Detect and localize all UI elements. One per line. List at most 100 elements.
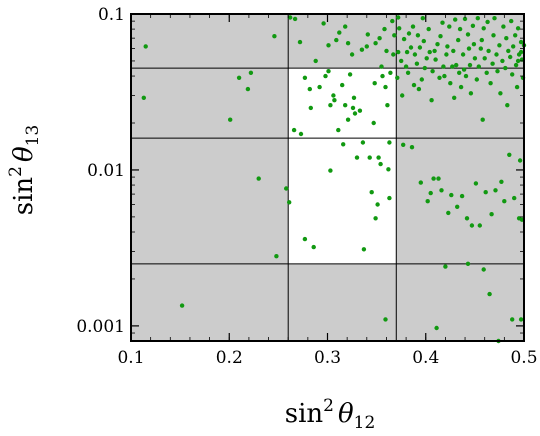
data-point: [431, 176, 436, 181]
data-point: [351, 95, 357, 101]
data-point: [311, 244, 316, 250]
data-point: [467, 62, 473, 68]
data-point: [323, 73, 328, 79]
data-point: [463, 73, 469, 79]
data-point: [292, 16, 298, 22]
data-point: [396, 15, 401, 20]
data-point: [459, 193, 465, 199]
data-point: [464, 216, 470, 221]
data-point: [515, 58, 521, 64]
data-point: [451, 48, 456, 54]
data-point: [378, 161, 383, 167]
y-tick-label: 0.001: [76, 317, 125, 337]
data-point: [410, 24, 416, 29]
data-point: [487, 291, 492, 297]
data-point: [442, 73, 447, 79]
data-point: [481, 267, 486, 272]
data-point: [474, 77, 479, 82]
data-point: [361, 247, 367, 252]
data-point: [466, 46, 472, 51]
data-point: [308, 105, 313, 111]
data-point: [492, 16, 497, 21]
data-point: [386, 167, 391, 172]
data-point: [396, 49, 401, 55]
data-point: [441, 64, 446, 69]
data-point: [475, 16, 480, 21]
data-point: [439, 188, 444, 193]
data-point: [481, 26, 486, 31]
data-point: [472, 56, 478, 61]
data-point: [297, 39, 303, 45]
data-point: [465, 261, 471, 266]
data-point: [236, 75, 242, 81]
data-point: [287, 200, 292, 205]
data-point: [392, 33, 397, 38]
data-point: [469, 223, 475, 228]
data-point: [515, 26, 521, 31]
data-point: [513, 33, 518, 38]
allowed-region: [288, 68, 397, 264]
data-point: [420, 16, 425, 21]
data-point: [321, 21, 326, 26]
data-point: [334, 37, 339, 43]
data-point: [326, 43, 331, 48]
data-point: [380, 73, 385, 79]
data-point: [379, 64, 384, 69]
data-point: [478, 46, 483, 51]
data-point: [350, 105, 356, 111]
data-point: [518, 49, 524, 55]
plot-background: [131, 14, 524, 341]
data-point: [302, 236, 308, 242]
data-point: [479, 37, 484, 43]
data-point: [245, 86, 251, 92]
data-point: [397, 26, 402, 31]
data-point: [298, 131, 304, 137]
data-point: [414, 61, 420, 66]
data-point: [438, 34, 443, 39]
data-point: [468, 91, 474, 96]
data-point: [328, 103, 333, 108]
data-point: [373, 216, 378, 221]
data-point: [406, 31, 412, 36]
data-point: [425, 199, 430, 204]
data-point: [365, 32, 370, 37]
data-point: [513, 62, 519, 68]
data-point: [367, 155, 372, 160]
data-point: [427, 49, 432, 55]
data-point: [332, 98, 337, 103]
data-point: [416, 86, 422, 92]
data-point: [404, 49, 410, 55]
data-point: [493, 188, 498, 193]
data-point: [179, 303, 185, 308]
data-point: [375, 202, 380, 207]
data-point: [440, 20, 445, 25]
data-point: [432, 48, 437, 54]
data-point: [518, 317, 524, 322]
data-point: [343, 103, 348, 108]
data-point: [337, 30, 342, 35]
data-point: [388, 70, 393, 76]
data-point: [460, 52, 466, 57]
data-point: [489, 212, 494, 217]
data-point: [228, 117, 233, 122]
data-point: [429, 98, 434, 103]
data-point: [302, 75, 308, 81]
data-point: [284, 186, 289, 191]
x-tick-label: 0.1: [117, 348, 144, 368]
data-point: [274, 254, 279, 259]
data-point: [382, 26, 387, 32]
data-point: [401, 142, 406, 147]
data-point: [349, 52, 355, 57]
data-point: [443, 264, 448, 269]
data-point: [500, 58, 505, 64]
y-tick-label: 0.01: [87, 161, 125, 181]
data-point: [450, 64, 455, 69]
data-point: [373, 41, 378, 46]
data-point: [328, 168, 333, 173]
data-point: [340, 82, 345, 88]
data-point: [345, 117, 351, 122]
data-point: [419, 77, 424, 82]
data-point: [387, 140, 392, 145]
data-point: [384, 48, 389, 54]
data-point: [494, 52, 499, 57]
